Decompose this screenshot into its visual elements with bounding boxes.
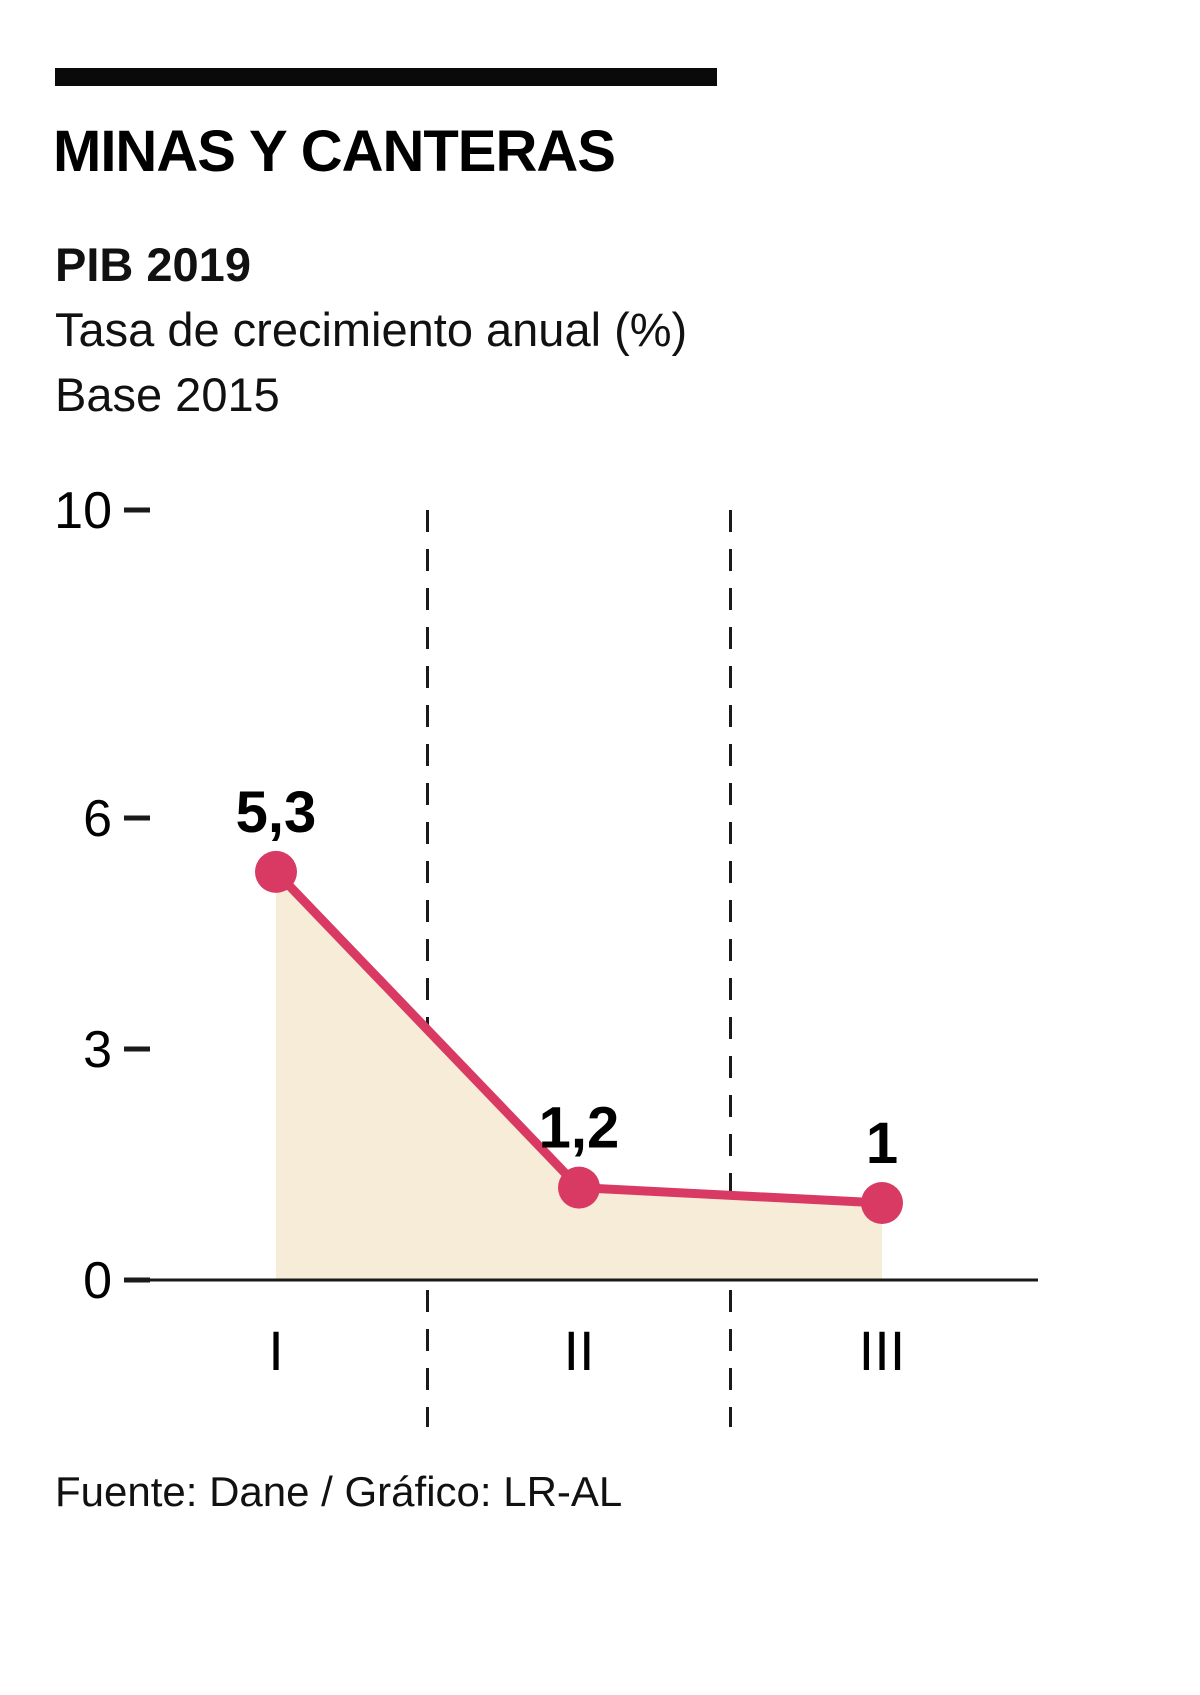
y-tick-label: 3 (83, 1021, 112, 1079)
subtitle-base: Base 2015 (55, 368, 280, 421)
value-label: 1 (866, 1111, 898, 1176)
subtitle-rate: Tasa de crecimiento anual (%) (55, 303, 688, 356)
page-title: MINAS Y CANTERAS (53, 119, 616, 184)
source-credit: Fuente: Dane / Gráfico: LR-AL (55, 1468, 623, 1515)
value-label: 5,3 (236, 780, 317, 845)
y-tick-label: 10 (54, 482, 112, 540)
line-chart: 0 3 6 10 5,3 I 1,2 II 1 III (0, 455, 1200, 1455)
area-fill (276, 871, 882, 1280)
data-point (255, 850, 297, 893)
data-point (861, 1182, 903, 1224)
subtitle-pib: PIB 2019 (55, 238, 251, 291)
x-category-label: I (268, 1319, 284, 1382)
y-tick-label: 0 (83, 1252, 112, 1310)
chart-svg: 0 3 6 10 5,3 I 1,2 II 1 III (54, 482, 1038, 1427)
y-tick-label: 6 (83, 790, 112, 848)
x-category-label: III (859, 1319, 906, 1382)
data-point (558, 1166, 600, 1209)
x-category-label: II (563, 1319, 594, 1382)
value-label: 1,2 (539, 1096, 620, 1161)
decorative-top-bar (55, 68, 717, 86)
subtitle-block: PIB 2019 Tasa de crecimiento anual (%) B… (55, 232, 687, 427)
